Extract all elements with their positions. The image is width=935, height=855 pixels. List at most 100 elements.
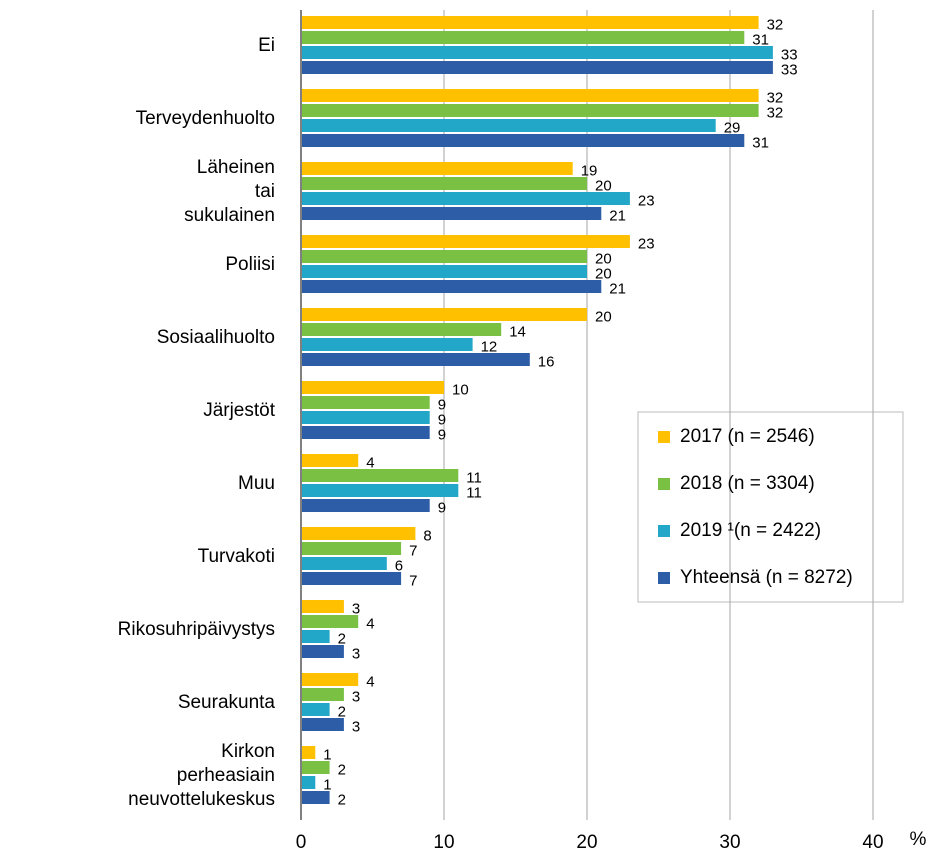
value-label: 32 <box>767 89 784 106</box>
bar <box>301 280 602 293</box>
legend-label: 2019 ¹(n = 2422) <box>680 520 821 541</box>
legend-box <box>637 411 904 603</box>
x-tick-label: 20 <box>576 832 597 853</box>
value-label: 2 <box>338 703 346 720</box>
value-label: 21 <box>609 207 626 224</box>
value-label: 6 <box>395 557 403 574</box>
legend-swatch <box>658 478 670 490</box>
value-label: 23 <box>638 192 655 209</box>
bar <box>301 134 745 147</box>
value-label: 4 <box>366 454 374 471</box>
bar <box>301 484 459 497</box>
bar <box>301 396 430 409</box>
value-label: 2 <box>338 791 346 808</box>
bar <box>301 89 759 102</box>
category-label: Ei <box>258 35 275 56</box>
value-label: 16 <box>538 353 555 370</box>
value-label: 7 <box>409 572 417 589</box>
value-label: 3 <box>352 645 360 662</box>
bar <box>301 31 745 44</box>
legend-label: Yhteensä (n = 8272) <box>680 567 853 588</box>
bar <box>301 761 330 774</box>
value-label: 14 <box>509 323 526 340</box>
value-label: 8 <box>423 527 431 544</box>
value-label: 20 <box>595 177 612 194</box>
value-label: 3 <box>352 718 360 735</box>
bar <box>301 499 430 512</box>
legend-swatch <box>658 572 670 584</box>
x-tick-label: 10 <box>433 832 454 853</box>
value-label: 20 <box>595 265 612 282</box>
value-label: 32 <box>767 16 784 33</box>
category-label: Seurakunta <box>178 692 276 713</box>
bar <box>301 104 759 117</box>
value-label: 9 <box>438 396 446 413</box>
value-label: 32 <box>767 104 784 121</box>
legend-label: 2017 (n = 2546) <box>680 426 815 447</box>
category-label: Järjestöt <box>203 400 276 421</box>
bar <box>301 791 330 804</box>
bar <box>301 61 773 74</box>
bar <box>301 192 630 205</box>
value-label: 1 <box>323 746 331 763</box>
x-axis-label: % <box>910 829 927 850</box>
category-label: Läheinen tai sukulainen <box>184 157 275 226</box>
bar <box>301 46 773 59</box>
value-label: 20 <box>595 308 612 325</box>
category-label: Kirkon perheasiain neuvottelukeskus <box>128 741 275 810</box>
value-label: 31 <box>752 31 769 48</box>
bar <box>301 542 402 555</box>
x-tick-label: 30 <box>719 832 740 853</box>
bar <box>301 454 359 467</box>
bar <box>301 338 473 351</box>
bar <box>301 235 630 248</box>
bar <box>301 600 344 613</box>
legend-swatch <box>658 525 670 537</box>
value-label: 19 <box>581 162 598 179</box>
value-label: 3 <box>352 600 360 617</box>
bar <box>301 572 402 585</box>
bar <box>301 162 573 175</box>
value-label: 20 <box>595 250 612 267</box>
bar <box>301 323 502 336</box>
category-label: Muu <box>238 473 275 494</box>
x-tick-label: 0 <box>296 832 307 853</box>
bar <box>301 645 344 658</box>
value-label: 2 <box>338 761 346 778</box>
value-label: 10 <box>452 381 469 398</box>
bar <box>301 250 587 263</box>
value-label: 29 <box>724 119 741 136</box>
value-label: 1 <box>323 776 331 793</box>
category-label: Turvakoti <box>198 546 275 567</box>
bar <box>301 353 530 366</box>
bar <box>301 177 587 190</box>
value-label: 9 <box>438 426 446 443</box>
value-label: 33 <box>781 46 798 63</box>
bar <box>301 630 330 643</box>
category-label: Rikosuhripäivystys <box>118 619 275 640</box>
category-label: Terveydenhuolto <box>136 108 275 129</box>
bar <box>301 703 330 716</box>
x-tick-label: 40 <box>862 832 883 853</box>
bar <box>301 411 430 424</box>
bar <box>301 119 716 132</box>
value-label: 11 <box>466 484 482 501</box>
legend-swatch <box>658 431 670 443</box>
value-label: 4 <box>366 615 374 632</box>
bar <box>301 557 387 570</box>
value-label: 31 <box>752 134 769 151</box>
value-label: 9 <box>438 411 446 428</box>
value-label: 21 <box>609 280 626 297</box>
value-label: 7 <box>409 542 417 559</box>
bar <box>301 469 459 482</box>
value-label: 33 <box>781 61 798 78</box>
value-label: 23 <box>638 235 655 252</box>
bar <box>301 381 444 394</box>
bar <box>301 746 316 759</box>
legend-label: 2018 (n = 3304) <box>680 473 815 494</box>
bar <box>301 16 759 29</box>
bar <box>301 207 602 220</box>
bar <box>301 776 316 789</box>
